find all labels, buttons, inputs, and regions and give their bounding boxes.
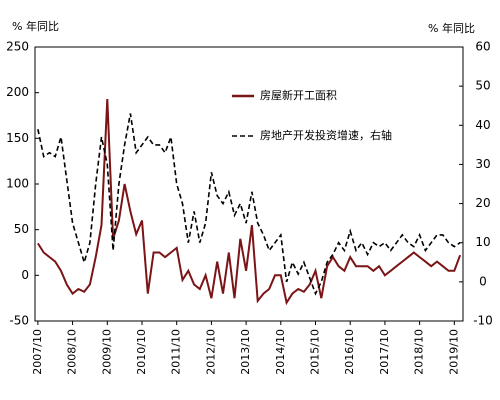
x-tick-label: 2011/10 bbox=[170, 329, 183, 375]
x-tick-label: 2012/10 bbox=[204, 329, 217, 375]
legend-label: 房地产开发投资增速，右轴 bbox=[260, 128, 392, 142]
x-tick-label: 2009/10 bbox=[100, 329, 113, 375]
plot-frame bbox=[34, 46, 464, 322]
x-tick-label: 2015/10 bbox=[309, 329, 322, 375]
y2-tick-label: 0 bbox=[479, 274, 487, 288]
x-tick-label: 2008/10 bbox=[66, 329, 79, 375]
y-tick-label: 50 bbox=[14, 222, 29, 236]
y2-tick-label: 30 bbox=[475, 157, 490, 171]
y-tick-label: 200 bbox=[6, 85, 29, 99]
x-tick-label: 2013/10 bbox=[239, 329, 252, 375]
y-axis-label: % 年同比 bbox=[12, 19, 59, 33]
y2-tick-label: 60 bbox=[475, 40, 490, 54]
x-tick-label: 2007/10 bbox=[31, 329, 44, 375]
y-tick-label: 100 bbox=[6, 177, 29, 191]
y-tick-label: -50 bbox=[9, 314, 29, 328]
y2-tick-label: 50 bbox=[475, 79, 490, 93]
x-tick-label: 2018/10 bbox=[413, 329, 426, 375]
y2-tick-label: 20 bbox=[475, 196, 490, 210]
x-tick-label: 2019/10 bbox=[447, 329, 460, 375]
y-tick-label: 250 bbox=[6, 40, 29, 54]
x-tick-label: 2010/10 bbox=[135, 329, 148, 375]
y2-tick-label: 40 bbox=[475, 118, 490, 132]
y2-axis-label: % 年同比 bbox=[428, 21, 475, 35]
y2-tick-label: -10 bbox=[473, 314, 493, 328]
series-line bbox=[37, 113, 461, 296]
series-line bbox=[37, 99, 462, 306]
y-tick-label: 0 bbox=[21, 268, 29, 282]
x-tick-label: 2014/10 bbox=[274, 329, 287, 375]
y-tick-label: 150 bbox=[6, 131, 29, 145]
x-tick-label: 2017/10 bbox=[378, 329, 391, 375]
legend-label: 房屋新开工面积 bbox=[260, 88, 337, 102]
x-tick-label: 2016/10 bbox=[343, 329, 356, 375]
y2-tick-label: 10 bbox=[475, 235, 490, 249]
